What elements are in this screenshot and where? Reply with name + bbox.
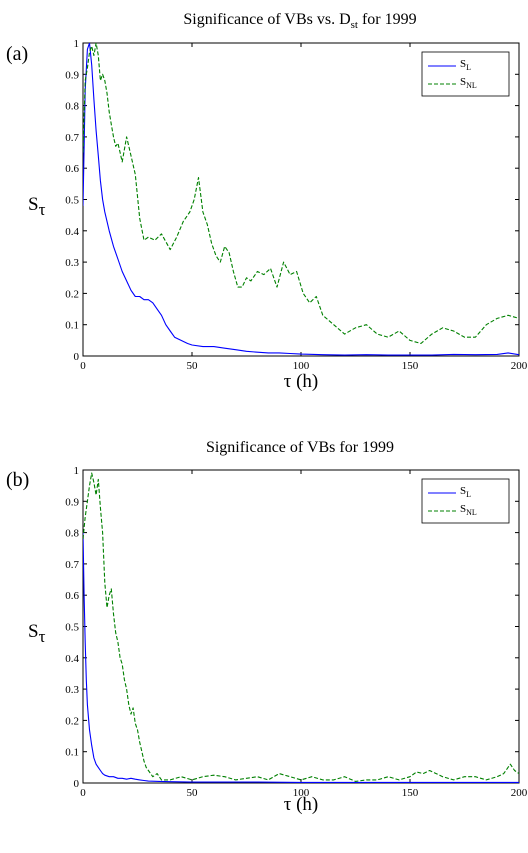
x-axis-label: τ (h) [284, 794, 319, 815]
chart-panel-a: 0 50 100 150 200 0 0.1 0.2 0.3 0.4 0.5 0.6 0.7 0.8 0.9… [6, 11, 528, 392]
x-tick-label: 50 [187, 360, 199, 372]
panel-label: (b) [6, 469, 29, 491]
y-tick-label: 0 [74, 351, 80, 363]
y-tick-label: 0.9 [65, 496, 79, 508]
legend-box [421, 51, 510, 97]
legend: SL SNL [421, 51, 510, 97]
y-tick-label: 0.1 [65, 320, 79, 332]
series-line-nl [83, 472, 519, 782]
series-line-l [83, 532, 519, 783]
x-tick-label: 100 [293, 360, 310, 372]
x-tick-label: 150 [402, 360, 419, 372]
y-tick-label: 0.3 [65, 684, 79, 696]
y-axis-label: Sτ [28, 621, 46, 646]
legend-label-l: SL [460, 485, 471, 499]
y-tick-label: 0.4 [65, 226, 79, 238]
y-tick-label: 0.2 [65, 288, 79, 300]
y-tick-label: 1 [74, 465, 80, 477]
y-tick-label: 0.7 [65, 559, 79, 571]
y-tick-label: 0.8 [65, 528, 79, 540]
series-line-l [83, 43, 519, 356]
y-tick-label: 0.6 [65, 590, 79, 602]
y-tick-label: 0.6 [65, 163, 79, 175]
y-tick-label: 0.2 [65, 715, 79, 727]
legend-label-nl: SNL [460, 76, 477, 90]
y-tick-label: 0.1 [65, 747, 79, 759]
y-axis-label: Sτ [28, 194, 46, 219]
y-tick-label: 0.9 [65, 69, 79, 81]
y-tick-label: 0.7 [65, 132, 79, 144]
x-tick-label: 150 [402, 787, 419, 799]
legend-box [421, 478, 510, 524]
x-axis-label: τ (h) [284, 371, 319, 392]
x-tick-label: 0 [80, 360, 86, 372]
chart-title: Significance of VBs vs. Dst for 1999 [183, 11, 416, 31]
x-tick-label: 100 [293, 787, 310, 799]
y-tick-label: 0.3 [65, 257, 79, 269]
y-tick-label: 0.8 [65, 101, 79, 113]
y-tick-label: 0 [74, 778, 80, 790]
x-tick-label: 50 [187, 787, 199, 799]
series-line-nl [83, 43, 519, 345]
x-tick-label: 200 [511, 787, 528, 799]
x-tick-label: 200 [511, 360, 528, 372]
x-tick-label: 0 [80, 787, 86, 799]
legend-label-nl: SNL [460, 503, 477, 517]
y-tick-label: 0.4 [65, 653, 79, 665]
y-tick-label: 0.5 [65, 195, 79, 207]
chart-title: Significance of VBs for 1999 [206, 439, 394, 456]
y-tick-label: 1 [74, 38, 80, 50]
y-tick-label: 0.5 [65, 622, 79, 634]
panel-label: (a) [6, 43, 28, 65]
chart-panel-b: 0 50 100 150 200 0 0.1 0.2 0.3 0.4 0.5 0.6 0.7 0.8 0.9… [6, 439, 528, 815]
legend: SL SNL [421, 478, 510, 524]
legend-label-l: SL [460, 58, 471, 72]
